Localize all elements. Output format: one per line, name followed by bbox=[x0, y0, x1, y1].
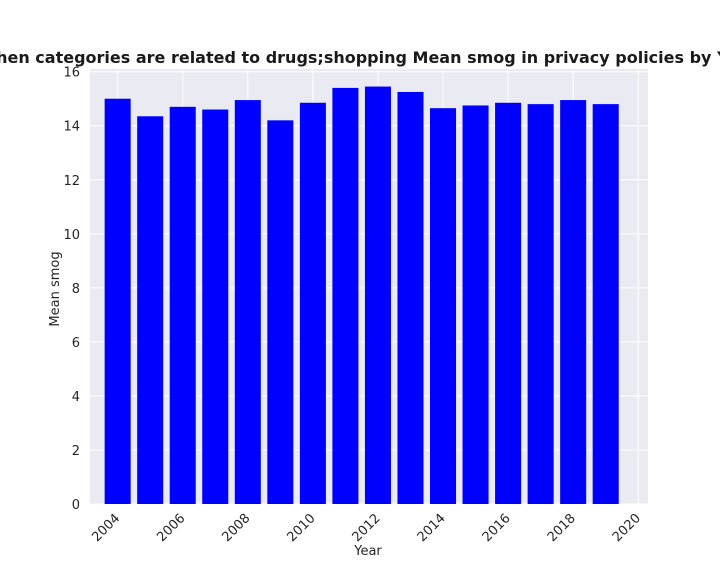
bar-2008 bbox=[234, 100, 261, 505]
bar-2004 bbox=[104, 98, 131, 505]
x-axis-label: Year bbox=[353, 544, 382, 559]
bar-2016 bbox=[495, 102, 522, 505]
bar-2012 bbox=[364, 86, 391, 505]
x-tick-label: 2004 bbox=[89, 511, 123, 545]
bar-2009 bbox=[267, 120, 294, 505]
y-tick-label: 10 bbox=[63, 228, 80, 243]
y-tick-label: 14 bbox=[63, 120, 80, 135]
x-tick-label: 2014 bbox=[415, 511, 449, 545]
y-axis-ticks: 0 2 4 6 8 10 12 14 16 bbox=[63, 66, 80, 513]
bar-2014 bbox=[430, 108, 457, 505]
bar-2017 bbox=[527, 104, 554, 505]
y-tick-label: 2 bbox=[72, 444, 80, 459]
y-tick-label: 0 bbox=[72, 498, 80, 513]
y-tick-label: 8 bbox=[72, 282, 80, 297]
x-axis-ticks: 2004 2006 2008 2010 2012 2014 2016 2018 2020 bbox=[89, 511, 644, 545]
x-tick-label: 2012 bbox=[350, 511, 384, 545]
bar-2011 bbox=[332, 87, 359, 505]
x-tick-label: 2018 bbox=[545, 511, 579, 545]
chart-title: when categories are related to drugs;sho… bbox=[0, 48, 720, 67]
bar-2018 bbox=[560, 100, 587, 505]
bar-2007 bbox=[202, 109, 229, 504]
bar-2019 bbox=[592, 104, 619, 505]
bar-2005 bbox=[137, 116, 164, 505]
x-tick-label: 2006 bbox=[154, 511, 188, 545]
y-tick-label: 12 bbox=[63, 174, 80, 189]
x-tick-label: 2008 bbox=[219, 511, 253, 545]
bar-2006 bbox=[169, 106, 196, 505]
x-tick-label: 2020 bbox=[610, 511, 644, 545]
x-tick-label: 2016 bbox=[480, 511, 514, 545]
y-axis-label: Mean smog bbox=[48, 251, 63, 326]
x-tick-label: 2010 bbox=[285, 511, 319, 545]
y-tick-label: 4 bbox=[72, 390, 80, 405]
y-tick-label: 6 bbox=[72, 336, 80, 351]
bar-2010 bbox=[299, 102, 326, 505]
bar-2013 bbox=[397, 91, 424, 505]
bar-2015 bbox=[462, 105, 489, 504]
y-tick-label: 16 bbox=[63, 66, 80, 81]
bars bbox=[104, 86, 619, 505]
